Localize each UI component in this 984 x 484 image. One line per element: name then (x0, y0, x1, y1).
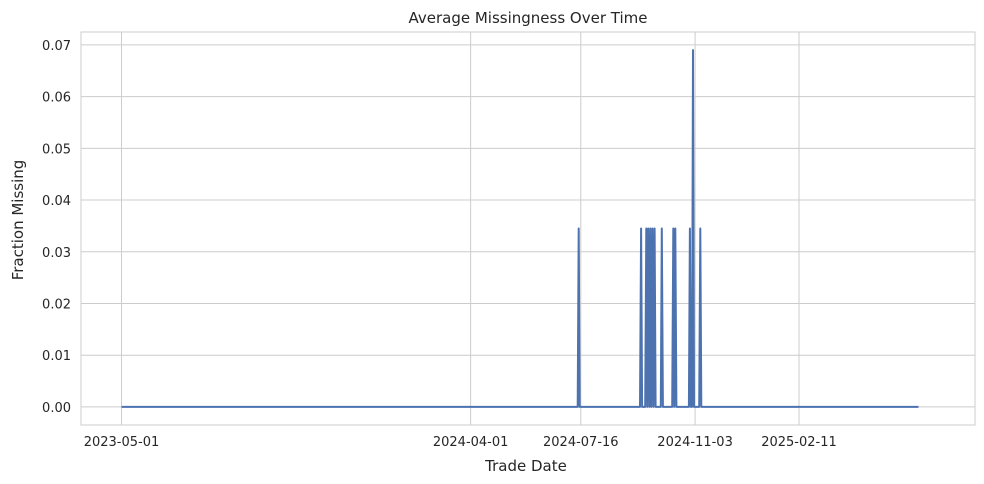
x-tick-label: 2024-07-16 (543, 435, 619, 450)
y-tick-label: 0.05 (42, 142, 71, 157)
y-tick-labels: 0.00 0.01 0.02 0.03 0.04 0.05 0.06 0.07 (42, 39, 71, 416)
series-layer (121, 49, 919, 408)
y-tick-label: 0.06 (42, 91, 71, 106)
x-axis-label: Trade Date (484, 457, 567, 475)
y-tick-label: 0.07 (42, 39, 71, 54)
x-tick-label: 2024-04-01 (433, 435, 509, 450)
y-tick-label: 0.01 (42, 349, 71, 364)
plot-area-frame (80, 31, 976, 426)
y-tick-label: 0.03 (42, 246, 71, 261)
x-tick-label: 2023-05-01 (84, 435, 160, 450)
chart-title: Average Missingness Over Time (409, 9, 648, 27)
y-tick-label: 0.00 (42, 401, 71, 416)
x-tick-labels: 2023-05-01 2024-04-01 2024-07-16 2024-11-03… (84, 435, 837, 450)
x-tick-label: 2024-11-03 (657, 435, 733, 450)
y-tick-label: 0.04 (42, 194, 71, 209)
y-tick-label: 0.02 (42, 297, 71, 312)
y-axis-label: Fraction Missing (9, 160, 27, 281)
series-line (121, 49, 919, 408)
x-tick-label: 2025-02-11 (761, 435, 837, 450)
